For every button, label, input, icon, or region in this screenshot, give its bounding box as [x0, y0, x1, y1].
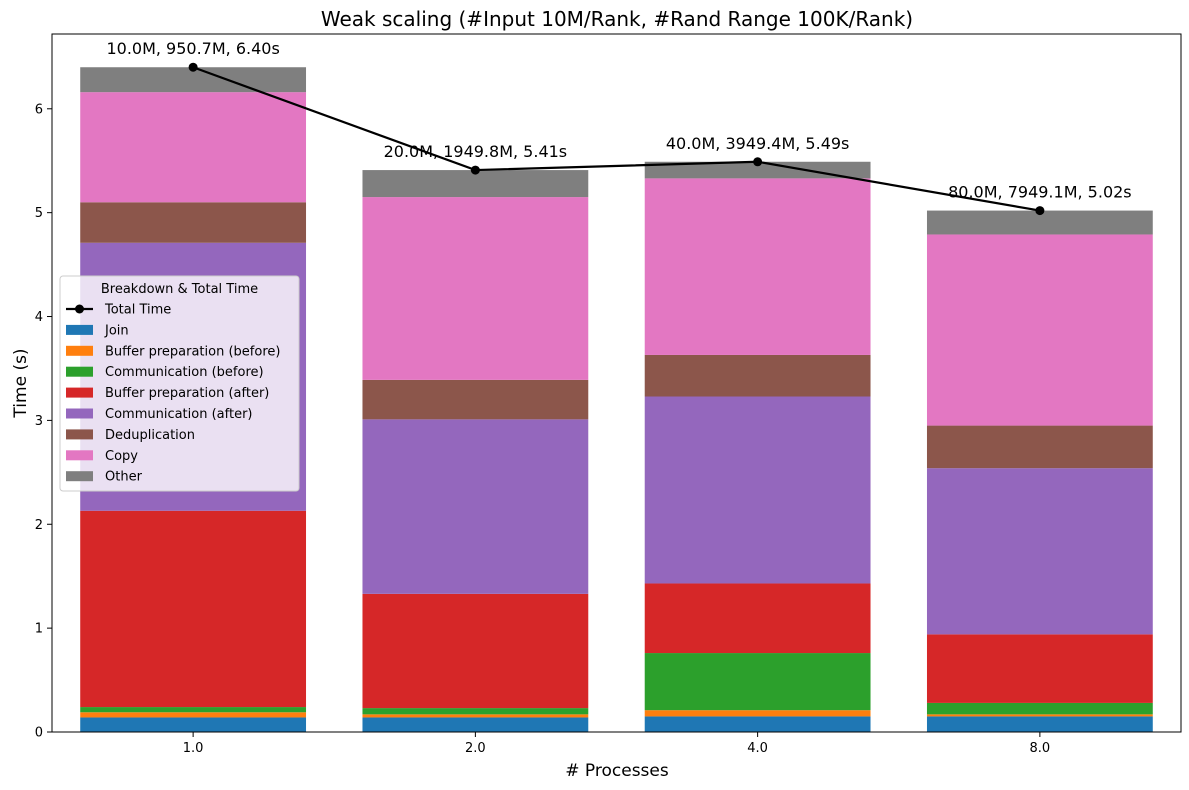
bar-segment-join-2-0: [362, 717, 589, 732]
y-tick-label: 4: [35, 310, 43, 325]
legend-item: Copy: [105, 449, 138, 464]
x-tick-label: 1.0: [183, 741, 204, 756]
bar-segment-communication-after-8-0: [926, 468, 1153, 635]
legend-item: Communication (before): [105, 365, 264, 380]
bar-segment-communication-before-1-0: [80, 707, 307, 713]
chart-title: Weak scaling (#Input 10M/Rank, #Rand Ran…: [321, 7, 913, 31]
total-time-annotation: 10.0M, 950.7M, 6.40s: [106, 39, 279, 58]
legend-swatch: [66, 324, 93, 335]
y-tick-label: 5: [35, 206, 43, 221]
bar-segment-deduplication-2-0: [362, 379, 589, 420]
legend-box: [59, 275, 300, 492]
bar-segment-buffer-preparation-after-4-0: [644, 583, 871, 654]
bar-segment-buffer-preparation-after-1-0: [80, 510, 307, 708]
total-time-line: [192, 66, 1041, 212]
bar-segment-buffer-preparation-after-2-0: [362, 593, 589, 709]
bar-segment-copy-8-0: [926, 234, 1153, 426]
bar-segment-deduplication-8-0: [926, 425, 1153, 469]
legend-item: Deduplication: [105, 428, 195, 443]
bar-segment-buffer-preparation-after-8-0: [926, 634, 1153, 703]
bar-segment-communication-before-8-0: [926, 702, 1153, 715]
x-tick-label: 4.0: [747, 741, 768, 756]
y-axis-label: Time (s): [11, 348, 31, 418]
legend: Breakdown & Total Time Total Time Join Buff…: [59, 275, 300, 492]
total-time-line-layer: [188, 62, 1045, 216]
legend-swatch: [66, 471, 93, 482]
bar-segment-copy-4-0: [644, 178, 871, 355]
legend-swatch: [66, 429, 93, 440]
total-time-annotation: 20.0M, 1949.8M, 5.41s: [384, 142, 568, 161]
bar-segment-communication-before-2-0: [362, 708, 589, 715]
legend-swatch: [66, 345, 93, 356]
bar-segment-buffer-preparation-before-4-0: [644, 710, 871, 717]
legend-title: Breakdown & Total Time: [101, 282, 258, 297]
bar-segment-copy-1-0: [80, 92, 307, 203]
y-tick-label: 1: [35, 622, 43, 637]
bar-segment-communication-after-2-0: [362, 419, 589, 594]
legend-item: Buffer preparation (after): [105, 386, 269, 401]
bar-segment-buffer-preparation-before-1-0: [80, 712, 307, 718]
bar-segment-buffer-preparation-before-8-0: [926, 714, 1153, 717]
y-tick-label: 0: [35, 726, 43, 741]
bar-segment-join-8-0: [926, 716, 1153, 732]
total-time-point-2: [753, 157, 763, 167]
total-time-point-0: [188, 62, 198, 72]
bar-segment-other-2-0: [362, 170, 589, 198]
legend-item: Buffer preparation (before): [105, 344, 280, 359]
x-tick-label: 2.0: [465, 741, 486, 756]
x-axis-label: # Processes: [565, 761, 669, 781]
y-tick-label: 6: [35, 102, 43, 117]
bar-segment-communication-before-4-0: [644, 653, 871, 711]
plot-frame: [51, 33, 1182, 733]
bars-layer: [80, 67, 1153, 732]
bar-segment-communication-after-4-0: [644, 396, 871, 584]
bar-segment-join-1-0: [80, 717, 307, 732]
x-tick-label: 8.0: [1030, 741, 1051, 756]
bar-segment-buffer-preparation-before-2-0: [362, 714, 589, 718]
x-axis: 1.0 2.0 4.0 8.0: [183, 732, 1050, 756]
y-axis: 0 1 2 3 4 5 6: [35, 102, 52, 741]
total-time-point-1: [470, 165, 480, 175]
total-time-point-3: [1035, 206, 1045, 216]
total-time-annotation: 80.0M, 7949.1M, 5.02s: [948, 183, 1132, 202]
legend-swatch: [66, 450, 93, 461]
legend-swatch: [66, 366, 93, 377]
bar-segment-copy-2-0: [362, 197, 589, 380]
legend-swatch: [66, 387, 93, 398]
legend-total-time-marker: [75, 304, 84, 314]
bar-segment-other-4-0: [644, 161, 871, 179]
y-tick-label: 3: [35, 414, 43, 429]
legend-item: Other: [105, 470, 143, 485]
bar-segment-join-4-0: [644, 716, 871, 732]
bar-segment-other-8-0: [926, 210, 1153, 235]
bar-segment-deduplication-4-0: [644, 354, 871, 397]
annotation-layer: 10.0M, 950.7M, 6.40s 20.0M, 1949.8M, 5.41…: [106, 39, 1131, 201]
y-tick-label: 2: [35, 518, 43, 533]
legend-item: Join: [104, 323, 129, 338]
legend-swatch: [66, 408, 93, 419]
legend-item: Communication (after): [105, 407, 253, 422]
bar-segment-deduplication-1-0: [80, 202, 307, 243]
total-time-annotation: 40.0M, 3949.4M, 5.49s: [666, 134, 850, 153]
legend-item-total-time: Total Time: [104, 303, 171, 318]
